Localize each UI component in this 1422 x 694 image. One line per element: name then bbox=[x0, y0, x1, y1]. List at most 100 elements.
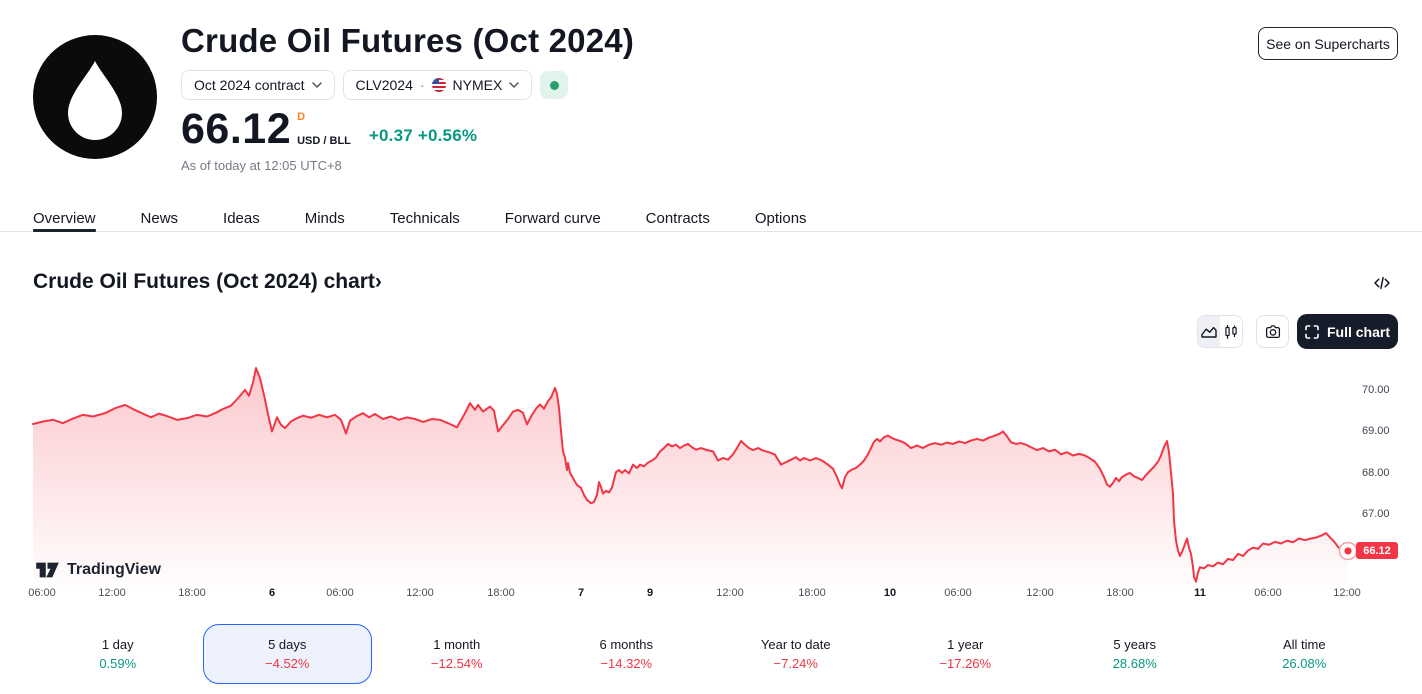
tab-ideas[interactable]: Ideas bbox=[223, 203, 260, 231]
range-label: 1 day bbox=[101, 637, 134, 652]
range-label: All time bbox=[1282, 637, 1326, 652]
market-open-dot-icon bbox=[549, 80, 559, 90]
chart-section-heading-link[interactable]: Crude Oil Futures (Oct 2024) chart› bbox=[33, 270, 382, 294]
range-change-value: −7.24% bbox=[773, 656, 818, 671]
x-axis-label-7: 7 bbox=[577, 587, 585, 599]
tab-overview[interactable]: Overview bbox=[33, 203, 96, 232]
range-button-1-year[interactable]: 1 year −17.26% bbox=[881, 624, 1051, 684]
range-button-all-time[interactable]: All time 26.08% bbox=[1220, 624, 1390, 684]
x-axis-label-12-00: 12:00 bbox=[716, 587, 744, 599]
range-label: 6 months bbox=[599, 637, 653, 652]
x-axis-label-12-00: 12:00 bbox=[406, 587, 434, 599]
fullscreen-icon bbox=[1305, 324, 1319, 339]
crude-oil-logo-icon bbox=[33, 35, 157, 159]
range-button-5-days[interactable]: 5 days −4.52% bbox=[202, 624, 372, 684]
chart-area-fill bbox=[33, 367, 1348, 585]
x-axis-label-18-00: 18:00 bbox=[798, 587, 826, 599]
x-axis-label-18-00: 18:00 bbox=[178, 587, 206, 599]
tab-contracts[interactable]: Contracts bbox=[646, 203, 710, 231]
x-axis-label-06-00: 06:00 bbox=[944, 587, 972, 599]
range-label: 5 years bbox=[1113, 637, 1157, 652]
x-axis-label-10: 10 bbox=[883, 587, 897, 599]
y-axis-label-70.00: 70.00 bbox=[1362, 384, 1390, 396]
tab-technicals[interactable]: Technicals bbox=[390, 203, 460, 231]
separator-dot: · bbox=[419, 77, 425, 93]
range-button-year-to-date[interactable]: Year to date −7.24% bbox=[711, 624, 881, 684]
delayed-data-badge: D bbox=[297, 111, 306, 123]
contract-selector-label: Oct 2024 contract bbox=[194, 77, 305, 93]
range-change-value: 26.08% bbox=[1282, 656, 1327, 671]
change-absolute: +0.37 bbox=[368, 126, 413, 145]
tab-forward-curve[interactable]: Forward curve bbox=[505, 203, 601, 231]
range-label: Year to date bbox=[760, 637, 831, 652]
range-change-value: 28.68% bbox=[1112, 656, 1157, 671]
market-status-indicator[interactable] bbox=[540, 71, 569, 99]
chevron-down-icon bbox=[509, 82, 520, 88]
area-chart-canvas bbox=[32, 366, 1358, 585]
x-axis-label-18-00: 18:00 bbox=[487, 587, 515, 599]
contract-selector[interactable]: Oct 2024 contract bbox=[181, 70, 335, 100]
tradingview-watermark-text: TradingView bbox=[67, 561, 161, 578]
price-unit: USD / BLL bbox=[297, 135, 351, 147]
x-axis-label-06-00: 06:00 bbox=[1254, 587, 1282, 599]
x-axis-label-12-00: 12:00 bbox=[98, 587, 126, 599]
date-range-switcher: 1 day 0.59% 5 days −4.52% 1 month −12.54% 6 mo… bbox=[33, 624, 1389, 684]
x-axis-label-12-00: 12:00 bbox=[1333, 587, 1361, 599]
symbol-code: CLV2024 bbox=[355, 77, 413, 93]
x-axis-label-12-00: 12:00 bbox=[1026, 587, 1054, 599]
range-change-value: −17.26% bbox=[939, 656, 992, 671]
chart-section-heading: Crude Oil Futures (Oct 2024) chart bbox=[33, 270, 375, 293]
tab-minds[interactable]: Minds bbox=[305, 203, 345, 231]
full-chart-button[interactable]: Full chart bbox=[1297, 314, 1398, 349]
tab-news[interactable]: News bbox=[141, 203, 179, 231]
breadcrumb-chevron: › bbox=[374, 270, 382, 293]
chevron-down-icon bbox=[311, 82, 322, 88]
area-chart-icon bbox=[1201, 326, 1217, 338]
range-button-6-months[interactable]: 6 months −14.32% bbox=[542, 624, 712, 684]
snapshot-button[interactable] bbox=[1256, 315, 1289, 348]
price-chart[interactable]: TradingView bbox=[32, 358, 1358, 585]
exchange-name: NYMEX bbox=[452, 77, 503, 93]
tradingview-watermark-link[interactable]: TradingView bbox=[36, 560, 161, 580]
range-button-5-years[interactable]: 5 years 28.68% bbox=[1050, 624, 1220, 684]
x-axis-label-6: 6 bbox=[268, 587, 276, 599]
range-change-value: −12.54% bbox=[430, 656, 483, 671]
range-change-value: −14.32% bbox=[600, 656, 653, 671]
chart-style-candles-button[interactable] bbox=[1220, 316, 1242, 347]
range-change-value: 0.59% bbox=[99, 656, 137, 671]
price-block: 66.12 D USD / BLL +0.37 +0.56% bbox=[181, 105, 478, 153]
y-axis-label-69.00: 69.00 bbox=[1362, 425, 1390, 437]
candlestick-icon bbox=[1225, 324, 1237, 339]
x-axis-label-11: 11 bbox=[1194, 587, 1206, 599]
camera-icon bbox=[1265, 324, 1280, 338]
x-axis-label-9: 9 bbox=[646, 587, 654, 599]
last-price: 66.12 bbox=[181, 105, 292, 153]
change-percent: +0.56% bbox=[417, 126, 478, 145]
tradingview-logo-icon bbox=[36, 562, 59, 578]
range-label: 5 days bbox=[268, 637, 307, 652]
symbol-exchange-selector[interactable]: CLV2024 · NYMEX bbox=[342, 70, 533, 100]
as-of-timestamp: As of today at 12:05 UTC+8 bbox=[181, 158, 342, 173]
range-change-value: −4.52% bbox=[265, 656, 310, 671]
range-button-1-day[interactable]: 1 day 0.59% bbox=[33, 624, 203, 684]
x-axis-label-18-00: 18:00 bbox=[1106, 587, 1134, 599]
symbol-pills-row: Oct 2024 contract CLV2024 · NYMEX bbox=[181, 70, 569, 100]
y-axis-label-68.00: 68.00 bbox=[1362, 467, 1390, 479]
y-axis-label-67.00: 67.00 bbox=[1362, 508, 1390, 520]
embed-code-button[interactable] bbox=[1370, 274, 1394, 294]
code-icon bbox=[1374, 276, 1390, 289]
page-title: Crude Oil Futures (Oct 2024) bbox=[181, 22, 635, 59]
chart-style-switcher bbox=[1197, 315, 1243, 348]
x-axis-label-06-00: 06:00 bbox=[28, 587, 56, 599]
range-button-1-month[interactable]: 1 month −12.54% bbox=[372, 624, 542, 684]
full-chart-label: Full chart bbox=[1326, 323, 1390, 340]
range-label: 1 month bbox=[433, 637, 481, 652]
tab-options[interactable]: Options bbox=[755, 203, 807, 231]
tabs: Overview News Ideas Minds Technicals Forward … bbox=[0, 203, 1422, 232]
us-flag-icon bbox=[431, 78, 446, 92]
see-on-supercharts-button[interactable]: See on Supercharts bbox=[1258, 27, 1398, 60]
chart-style-area-button[interactable] bbox=[1198, 316, 1220, 347]
last-price-axis-badge: 66.12 bbox=[1356, 542, 1398, 559]
chart-price-line bbox=[32, 366, 1349, 583]
